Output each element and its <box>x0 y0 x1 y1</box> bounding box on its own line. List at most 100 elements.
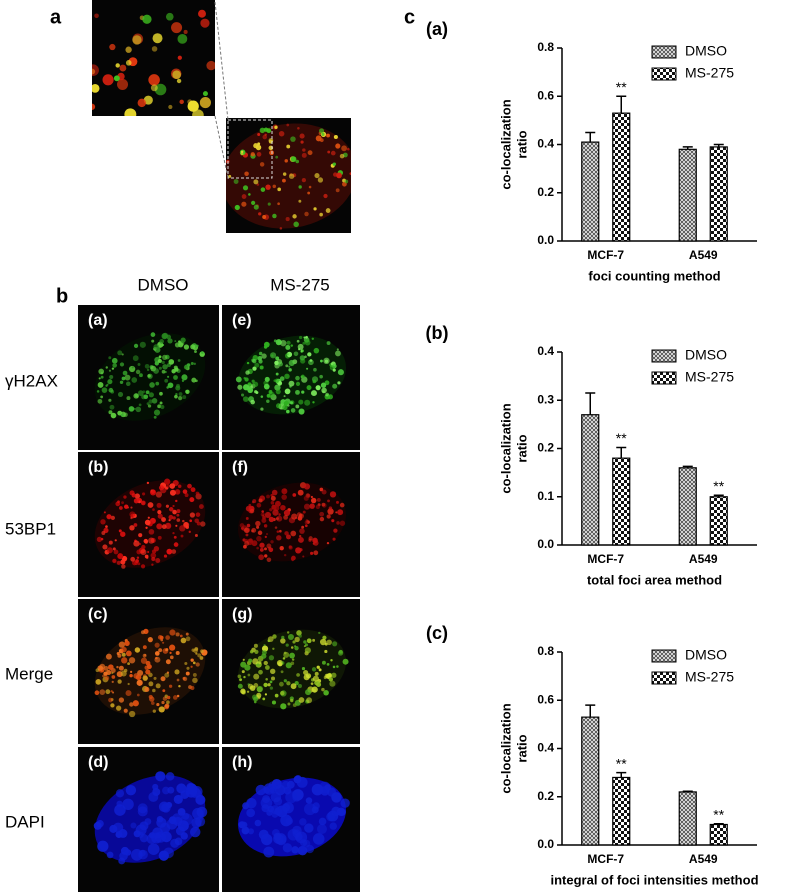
focus <box>298 697 305 703</box>
focus <box>327 394 334 400</box>
focus <box>295 375 300 381</box>
focus <box>254 362 260 368</box>
focus <box>166 695 171 700</box>
focus <box>111 675 116 679</box>
focus <box>286 351 293 358</box>
legend-swatch <box>651 349 677 363</box>
focus <box>128 710 136 718</box>
focus <box>173 794 183 805</box>
focus <box>241 393 245 397</box>
focus <box>240 688 246 694</box>
focus <box>172 695 178 700</box>
focus <box>303 674 310 681</box>
focus <box>251 540 258 547</box>
focus <box>174 394 178 399</box>
focus <box>285 534 291 540</box>
focus <box>120 413 124 417</box>
zoom-line <box>214 1 229 121</box>
focus <box>304 399 311 406</box>
focus <box>266 128 272 134</box>
focus <box>277 202 280 206</box>
focus <box>157 513 163 519</box>
focus <box>129 511 136 518</box>
focus <box>269 686 274 690</box>
focus <box>302 510 306 514</box>
focus <box>255 144 262 151</box>
focus <box>326 812 336 822</box>
focus <box>152 33 163 44</box>
focus <box>161 369 166 374</box>
focus <box>151 46 158 52</box>
focus <box>314 173 320 179</box>
focus <box>147 502 154 508</box>
focus <box>168 507 174 512</box>
focus <box>274 693 279 698</box>
column-header: DMSO <box>138 275 189 294</box>
focus <box>126 396 131 401</box>
focus <box>109 824 118 833</box>
focus <box>335 511 338 514</box>
focus <box>242 396 249 402</box>
focus <box>110 412 117 419</box>
focus <box>290 530 297 537</box>
focus <box>184 493 189 498</box>
focus <box>135 369 141 375</box>
focus <box>278 361 283 367</box>
focus <box>176 78 182 84</box>
focus <box>102 544 108 550</box>
focus <box>308 185 312 189</box>
focus <box>166 802 173 809</box>
focus <box>269 508 273 512</box>
focus <box>160 676 166 682</box>
focus <box>122 371 127 375</box>
focus <box>168 104 173 110</box>
focus <box>279 681 284 687</box>
focus <box>309 503 315 509</box>
focus <box>190 658 194 662</box>
focus <box>304 524 308 528</box>
focus <box>97 398 103 404</box>
focus <box>175 632 180 637</box>
focus <box>163 554 168 558</box>
focus <box>115 705 122 711</box>
focus <box>93 821 102 830</box>
significance: ** <box>616 79 627 95</box>
focus <box>281 488 288 495</box>
image-content <box>92 9 215 116</box>
focus <box>255 520 261 527</box>
focus <box>172 504 175 508</box>
focus <box>284 388 291 395</box>
focus <box>258 212 262 216</box>
focus <box>310 682 314 685</box>
focus <box>283 553 287 557</box>
focus <box>305 844 315 854</box>
focus <box>137 831 144 838</box>
focus <box>328 506 333 510</box>
focus <box>259 548 264 552</box>
focus <box>153 368 159 374</box>
focus <box>94 690 100 696</box>
focus <box>240 152 244 156</box>
focus <box>252 381 259 388</box>
focus <box>198 9 206 18</box>
focus <box>155 683 161 689</box>
focus <box>298 634 302 638</box>
focus <box>134 647 141 653</box>
focus <box>127 682 130 686</box>
bar <box>678 148 697 242</box>
focus <box>108 387 114 393</box>
focus <box>239 678 243 682</box>
focus <box>258 660 262 665</box>
focus <box>293 351 299 357</box>
focus <box>298 348 301 351</box>
focus <box>138 849 148 860</box>
focus <box>147 374 151 378</box>
focus <box>264 133 267 137</box>
focus <box>176 678 180 682</box>
focus <box>145 669 151 675</box>
focus <box>286 353 289 356</box>
focus <box>191 817 202 829</box>
significance: ** <box>713 478 724 494</box>
focus <box>298 408 305 415</box>
